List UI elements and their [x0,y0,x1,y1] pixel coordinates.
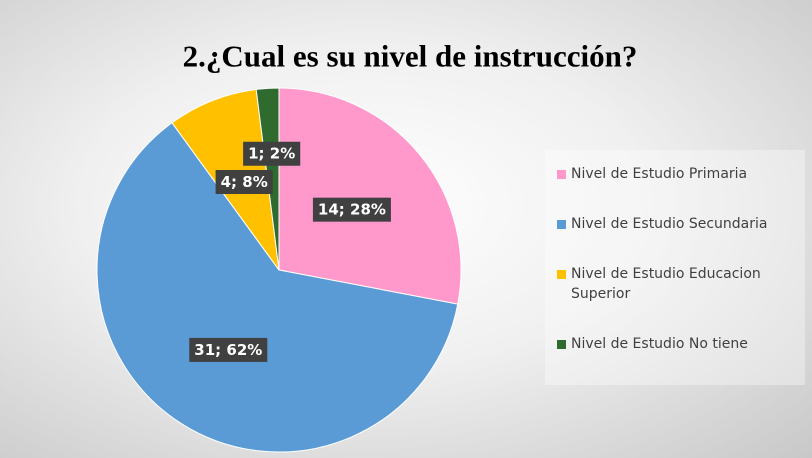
legend-swatch [557,340,566,349]
legend-swatch [557,170,566,179]
data-label: 31; 62% [189,337,268,362]
chart-title: 2.¿Cual es su nivel de instrucción? [183,39,638,74]
legend-item: Nivel de Estudio Educacion Superior [557,264,797,304]
legend-swatch [557,270,566,279]
legend-label: Nivel de Estudio No tiene [571,336,748,352]
data-label-text: 1; 2% [248,145,295,163]
data-label: 14; 28% [312,197,391,222]
data-label-text: 4; 8% [221,173,268,191]
data-label-text: 14; 28% [318,201,386,219]
data-label-box [312,197,391,222]
data-label: 1; 2% [243,141,301,166]
data-label-text: 31; 62% [194,341,262,359]
legend-item: Nivel de Estudio Secundaria [557,214,797,234]
legend: Nivel de Estudio Primaria Nivel de Estudi… [545,150,805,385]
legend-item: Nivel de Estudio Primaria [557,164,797,184]
pie-slice [278,87,462,305]
data-label-box [189,337,268,362]
legend-label: Nivel de Estudio Primaria [571,166,748,182]
data-label: 4; 8% [215,170,273,195]
legend-swatch [557,220,566,229]
data-label-box [243,141,301,166]
pie-slice [96,122,459,453]
legend-label: Nivel de Estudio Educacion Superior [571,266,761,302]
legend-item: Nivel de Estudio No tiene [557,334,797,354]
legend-label: Nivel de Estudio Secundaria [571,216,768,232]
data-label-box [215,170,273,195]
